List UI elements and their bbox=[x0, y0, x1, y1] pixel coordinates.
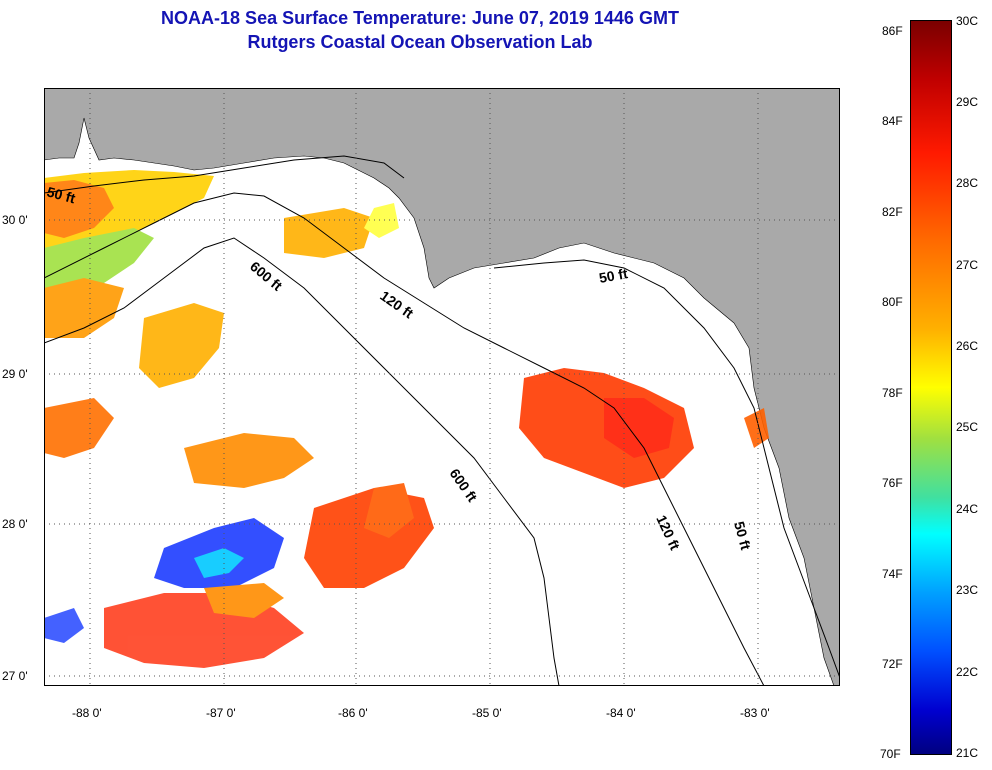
lat-label: 30 0' bbox=[2, 213, 28, 227]
lon-label: -83 0' bbox=[740, 706, 770, 720]
lat-label: 27 0' bbox=[2, 669, 28, 683]
colorbar-f-label: 70F bbox=[880, 747, 901, 761]
colorbar-c-label: 25C bbox=[956, 420, 979, 434]
colorbar-f-label: 76F bbox=[882, 476, 903, 490]
colorbar-c-label: 22C bbox=[956, 665, 979, 679]
lon-label: -85 0' bbox=[472, 706, 502, 720]
colorbar-c-label: 21C bbox=[956, 746, 979, 760]
temperature-colorbar bbox=[910, 20, 952, 755]
map-frame bbox=[44, 88, 840, 686]
lon-label: -86 0' bbox=[338, 706, 368, 720]
contour-600ft bbox=[44, 237, 560, 686]
colorbar-f-label: 82F bbox=[882, 205, 903, 219]
contour-label: 50 ft bbox=[598, 265, 629, 286]
sst-map: 50 ft 600 ft 120 ft 50 ft 600 ft 120 ft … bbox=[44, 88, 840, 686]
colorbar-f-label: 78F bbox=[882, 386, 903, 400]
contour-50ft-west bbox=[44, 155, 405, 194]
lat-label: 28 0' bbox=[2, 517, 28, 531]
contour-120ft bbox=[44, 192, 765, 686]
colorbar-c-label: 24C bbox=[956, 502, 979, 516]
colorbar-c-label: 30C bbox=[956, 14, 979, 28]
colorbar-f-label: 84F bbox=[882, 114, 903, 128]
lat-label: 29 0' bbox=[2, 367, 28, 381]
map-title: NOAA-18 Sea Surface Temperature: June 07… bbox=[161, 8, 679, 28]
colorbar-c-label: 28C bbox=[956, 176, 979, 190]
colorbar-f-label: 86F bbox=[882, 24, 903, 38]
colorbar-c-label: 29C bbox=[956, 95, 979, 109]
colorbar-c-label: 23C bbox=[956, 583, 979, 597]
lon-label: -84 0' bbox=[606, 706, 636, 720]
land-area bbox=[44, 88, 840, 686]
colorbar-c-label: 26C bbox=[956, 339, 979, 353]
map-subtitle: Rutgers Coastal Ocean Observation Lab bbox=[247, 32, 593, 52]
contour-label: 50 ft bbox=[731, 520, 754, 552]
lon-label: -87 0' bbox=[206, 706, 236, 720]
colorbar-f-label: 74F bbox=[882, 567, 903, 581]
contour-label: 50 ft bbox=[45, 183, 77, 206]
contour-50ft-east bbox=[493, 259, 840, 679]
colorbar-f-label: 72F bbox=[882, 657, 903, 671]
colorbar-f-label: 80F bbox=[882, 295, 903, 309]
sst-overlay bbox=[44, 170, 769, 668]
lon-label: -88 0' bbox=[72, 706, 102, 720]
colorbar-c-label: 27C bbox=[956, 258, 979, 272]
